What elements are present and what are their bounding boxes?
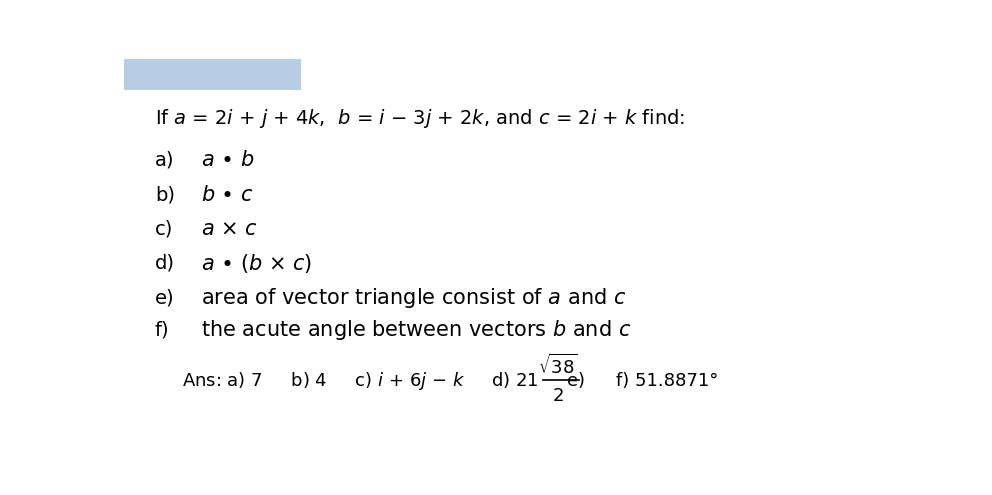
Text: $\mathbf{\mathit{a}}$ $\bullet$ ($\mathbf{\mathit{b}}$ $\times$ $\mathbf{\mathit: $\mathbf{\mathit{a}}$ $\bullet$ ($\mathb… — [200, 252, 312, 275]
Text: e): e) — [155, 288, 175, 307]
Text: $\mathbf{\mathit{b}}$ $\bullet$ $\mathbf{\mathit{c}}$: $\mathbf{\mathit{b}}$ $\bullet$ $\mathbf… — [200, 185, 254, 205]
Text: If $\mathbf{\mathit{a}}$ = 2$\mathit{i}$ + $\mathit{j}$ + 4$\mathit{k}$,  $\math: If $\mathbf{\mathit{a}}$ = 2$\mathit{i}$… — [155, 107, 684, 130]
Text: f): f) — [155, 321, 170, 340]
Text: c): c) — [155, 219, 174, 239]
Text: Ans: a) 7     b) 4     c) $\mathit{i}$ + 6$\mathit{j}$ $-$ $\mathit{k}$     d) 2: Ans: a) 7 b) 4 c) $\mathit{i}$ + 6$\math… — [182, 370, 586, 393]
Text: the acute angle between vectors $\mathbf{\mathit{b}}$ and $\mathbf{\mathit{c}}$: the acute angle between vectors $\mathbf… — [200, 318, 631, 342]
Text: d): d) — [155, 254, 175, 273]
Text: area of vector triangle consist of $\mathbf{\mathit{a}}$ and $\mathbf{\mathit{c}: area of vector triangle consist of $\mat… — [200, 286, 626, 309]
Text: $\sqrt{38}$: $\sqrt{38}$ — [539, 354, 578, 378]
Text: $\mathbf{\mathit{a}}$ $\times$ $\mathbf{\mathit{c}}$: $\mathbf{\mathit{a}}$ $\times$ $\mathbf{… — [200, 219, 258, 239]
Text: f) 51.8871°: f) 51.8871° — [616, 372, 718, 391]
Text: a): a) — [155, 151, 175, 170]
Text: $\mathbf{\mathit{a}}$ $\bullet$ $\mathbf{\mathit{b}}$: $\mathbf{\mathit{a}}$ $\bullet$ $\mathbf… — [200, 150, 254, 170]
FancyBboxPatch shape — [124, 59, 301, 90]
Text: b): b) — [155, 185, 175, 204]
Text: 2: 2 — [553, 387, 564, 404]
